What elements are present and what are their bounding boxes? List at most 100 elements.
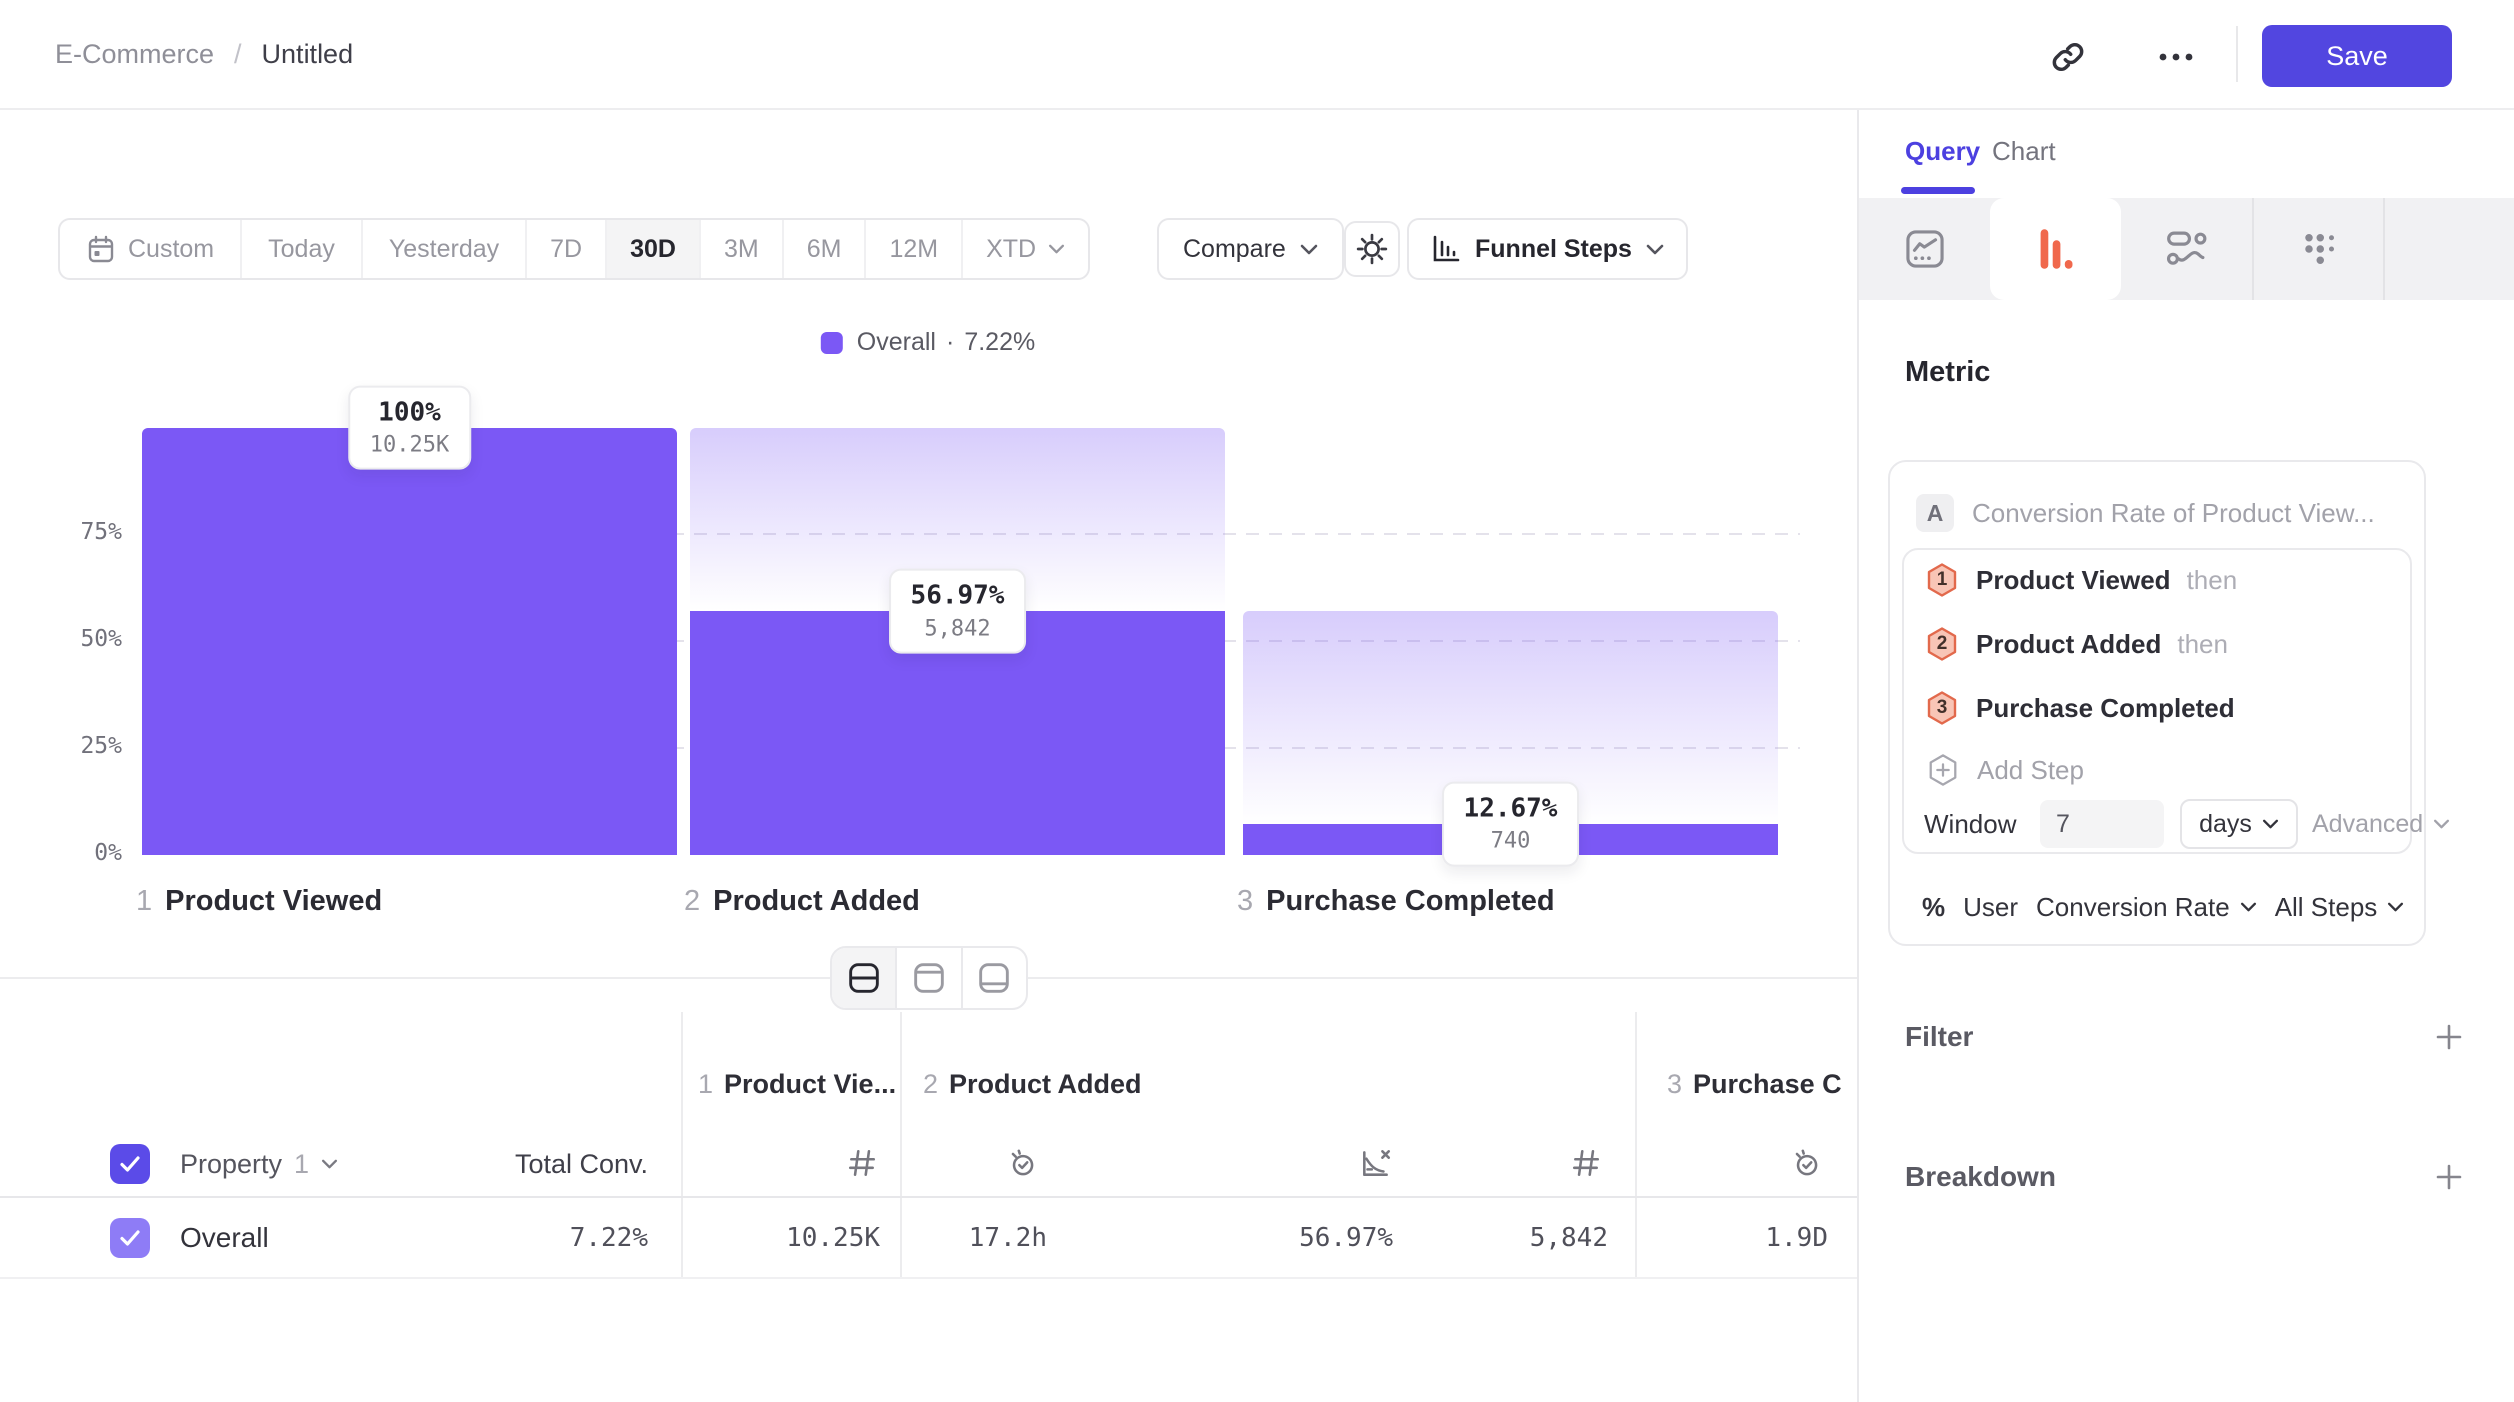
app-header: E-Commerce / Untitled Save bbox=[0, 0, 2514, 110]
chart-type-tabs-spacer bbox=[2383, 198, 2514, 300]
step-event-name: Purchase Completed bbox=[1976, 692, 2235, 723]
measure-dropdown[interactable]: Conversion Rate bbox=[2036, 892, 2257, 923]
step-name: Product Viewed bbox=[165, 884, 383, 917]
chart-settings-button[interactable] bbox=[1344, 221, 1400, 277]
date-range-3m[interactable]: 3M bbox=[698, 220, 782, 278]
compare-button[interactable]: Compare bbox=[1157, 218, 1344, 280]
line-chart-icon bbox=[1904, 228, 1946, 270]
chart-type-grid[interactable] bbox=[2252, 198, 2383, 300]
date-range-30d[interactable]: 30D bbox=[605, 220, 699, 278]
property-header-dropdown[interactable]: Property 1 bbox=[180, 1142, 338, 1186]
select-all-checkbox[interactable] bbox=[110, 1144, 150, 1184]
row-value-conversion-2: 56.97% bbox=[1299, 1223, 1393, 1253]
view-toggle-group bbox=[830, 946, 1028, 1010]
step-index: 1 bbox=[136, 884, 153, 917]
bottom-panel-view-button[interactable] bbox=[960, 948, 1026, 1008]
top-panel-view-button[interactable] bbox=[895, 948, 960, 1008]
chart-type-dropdown[interactable]: Funnel Steps bbox=[1407, 218, 1688, 280]
share-link-button[interactable] bbox=[2048, 37, 2088, 77]
flow-icon bbox=[2165, 229, 2209, 269]
time-metric-header[interactable] bbox=[1786, 1143, 1826, 1183]
funnel-steps-icon bbox=[1431, 234, 1461, 264]
window-value-input[interactable] bbox=[2040, 800, 2164, 848]
date-range-today[interactable]: Today bbox=[240, 220, 361, 278]
tab-chart[interactable]: Chart bbox=[1992, 136, 2056, 166]
count-icon bbox=[846, 1147, 878, 1179]
more-menu-button[interactable] bbox=[2152, 37, 2200, 77]
row-checkbox[interactable] bbox=[110, 1218, 150, 1258]
y-axis-label: 50% bbox=[80, 626, 122, 653]
measure-prefix[interactable]: % bbox=[1922, 891, 1946, 922]
breakdown-section-heading: Breakdown bbox=[1905, 1161, 2056, 1192]
metric-step-row-1[interactable]: 1 Product Viewed then bbox=[1924, 560, 2237, 600]
date-range-6m[interactable]: 6M bbox=[781, 220, 865, 278]
save-button[interactable]: Save bbox=[2262, 25, 2452, 87]
plus-icon bbox=[2434, 1022, 2464, 1052]
measure-entity[interactable]: User bbox=[1963, 891, 2019, 922]
window-label: Window bbox=[1924, 808, 2017, 839]
add-filter-button[interactable] bbox=[2432, 1020, 2466, 1054]
date-range-12m[interactable]: 12M bbox=[864, 220, 961, 278]
count-icon bbox=[1570, 1147, 1602, 1179]
metric-step-row-2[interactable]: 2 Product Added then bbox=[1924, 624, 2228, 664]
chevron-down-icon bbox=[2433, 819, 2450, 829]
ellipsis-icon bbox=[2157, 51, 2195, 63]
table-group-header-3[interactable]: 3 Purchase C bbox=[1667, 1064, 1842, 1104]
date-range-yesterday[interactable]: Yesterday bbox=[360, 220, 525, 278]
count-metric-header[interactable] bbox=[1566, 1143, 1606, 1183]
link-icon bbox=[2050, 39, 2086, 75]
breadcrumb-current[interactable]: Untitled bbox=[261, 38, 354, 69]
window-unit-dropdown[interactable]: days bbox=[2180, 799, 2298, 849]
date-range-7d[interactable]: 7D bbox=[525, 220, 605, 278]
check-icon bbox=[119, 1229, 141, 1247]
breadcrumb: E-Commerce / Untitled bbox=[55, 0, 353, 108]
funnel-step-label-1[interactable]: 1 Product Viewed bbox=[136, 880, 382, 922]
metric-footer: % User Conversion Rate All Steps bbox=[1922, 884, 2404, 930]
add-breakdown-button[interactable] bbox=[2432, 1160, 2466, 1194]
conversion-metric-header[interactable] bbox=[1356, 1143, 1396, 1183]
total-conv-header[interactable]: Total Conv. bbox=[514, 1149, 648, 1179]
calendar-icon bbox=[86, 234, 116, 264]
metric-title[interactable]: Conversion Rate of Product View... bbox=[1972, 497, 2375, 528]
count-metric-header[interactable] bbox=[842, 1143, 882, 1183]
tab-query[interactable]: Query bbox=[1905, 136, 1981, 166]
split-view-button[interactable] bbox=[832, 948, 896, 1008]
legend-swatch bbox=[820, 331, 843, 354]
group-2-index: 2 bbox=[923, 1068, 939, 1099]
group-1-index: 1 bbox=[698, 1068, 714, 1099]
date-range-label: 3M bbox=[723, 234, 759, 263]
funnel-step-label-2[interactable]: 2 Product Added bbox=[684, 880, 920, 922]
advanced-label: Advanced bbox=[2312, 809, 2424, 838]
bar-tooltip-count: 5,842 bbox=[924, 616, 991, 642]
chart-type-funnel[interactable] bbox=[1990, 198, 2121, 300]
plus-icon bbox=[2434, 1162, 2464, 1192]
group-2-title: Product Added bbox=[949, 1068, 1142, 1099]
funnel-step-label-3[interactable]: 3 Purchase Completed bbox=[1237, 880, 1555, 922]
metric-step-row-3[interactable]: 3 Purchase Completed bbox=[1924, 688, 2235, 728]
chevron-down-icon bbox=[2387, 902, 2404, 912]
chevron-down-icon bbox=[1048, 244, 1065, 254]
chart-type-label: Funnel Steps bbox=[1475, 234, 1632, 263]
chart-type-flow[interactable] bbox=[2121, 198, 2252, 300]
time-metric-header[interactable] bbox=[1002, 1143, 1042, 1183]
chart-legend[interactable]: Overall · 7.22% bbox=[820, 328, 1035, 357]
funnel-bar-1[interactable] bbox=[142, 427, 677, 855]
breadcrumb-parent[interactable]: E-Commerce bbox=[55, 38, 215, 69]
table-group-header-2[interactable]: 2 Product Added bbox=[923, 1064, 1142, 1104]
step-name: Purchase Completed bbox=[1266, 884, 1555, 917]
funnel-chart: 75% 50% 25% 0% 100% 10.25K 1 Product Viewed 56.9… bbox=[80, 385, 1800, 922]
step-hexagon-badge: 3 bbox=[1924, 690, 1960, 726]
chart-type-line[interactable] bbox=[1859, 198, 1990, 300]
conversion-chart-icon bbox=[1359, 1146, 1393, 1180]
date-range-label: Yesterday bbox=[388, 234, 500, 263]
add-step-button[interactable]: Add Step bbox=[1925, 750, 2084, 790]
date-range-custom[interactable]: Custom bbox=[60, 220, 240, 278]
step-number: 2 bbox=[1936, 633, 1948, 654]
scope-dropdown[interactable]: All Steps bbox=[2275, 892, 2405, 923]
add-step-label: Add Step bbox=[1977, 754, 2084, 785]
date-range-xtd[interactable]: XTD bbox=[961, 220, 1088, 278]
table-group-header-1[interactable]: 1 Product Vie... bbox=[698, 1064, 896, 1104]
group-3-index: 3 bbox=[1667, 1068, 1683, 1099]
advanced-dropdown[interactable]: Advanced bbox=[2312, 800, 2450, 848]
